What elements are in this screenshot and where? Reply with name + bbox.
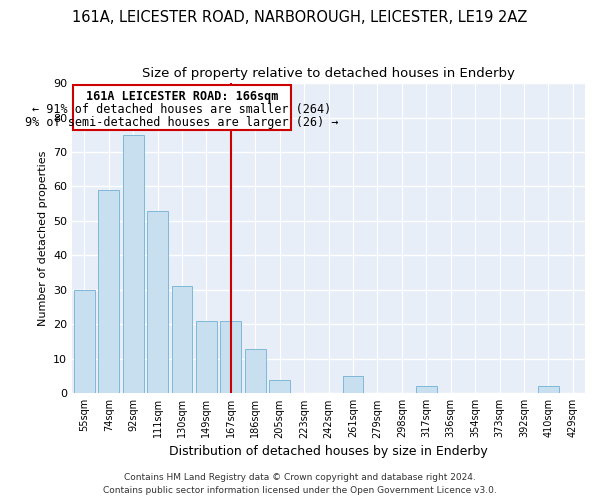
Text: ← 91% of detached houses are smaller (264): ← 91% of detached houses are smaller (26… bbox=[32, 102, 332, 116]
FancyBboxPatch shape bbox=[73, 85, 290, 130]
Title: Size of property relative to detached houses in Enderby: Size of property relative to detached ho… bbox=[142, 68, 515, 80]
Bar bbox=[538, 386, 559, 394]
Bar bbox=[196, 321, 217, 394]
Bar bbox=[172, 286, 193, 394]
Y-axis label: Number of detached properties: Number of detached properties bbox=[38, 150, 47, 326]
Bar bbox=[343, 376, 364, 394]
Bar bbox=[220, 321, 241, 394]
Text: Contains HM Land Registry data © Crown copyright and database right 2024.
Contai: Contains HM Land Registry data © Crown c… bbox=[103, 474, 497, 495]
Text: 9% of semi-detached houses are larger (26) →: 9% of semi-detached houses are larger (2… bbox=[25, 116, 339, 129]
Bar bbox=[147, 210, 168, 394]
Bar bbox=[245, 348, 266, 394]
Bar bbox=[416, 386, 437, 394]
Bar bbox=[98, 190, 119, 394]
Text: 161A, LEICESTER ROAD, NARBOROUGH, LEICESTER, LE19 2AZ: 161A, LEICESTER ROAD, NARBOROUGH, LEICES… bbox=[73, 10, 527, 25]
Text: 161A LEICESTER ROAD: 166sqm: 161A LEICESTER ROAD: 166sqm bbox=[86, 90, 278, 103]
Bar bbox=[269, 380, 290, 394]
Bar bbox=[123, 135, 143, 394]
X-axis label: Distribution of detached houses by size in Enderby: Distribution of detached houses by size … bbox=[169, 444, 488, 458]
Bar bbox=[74, 290, 95, 394]
